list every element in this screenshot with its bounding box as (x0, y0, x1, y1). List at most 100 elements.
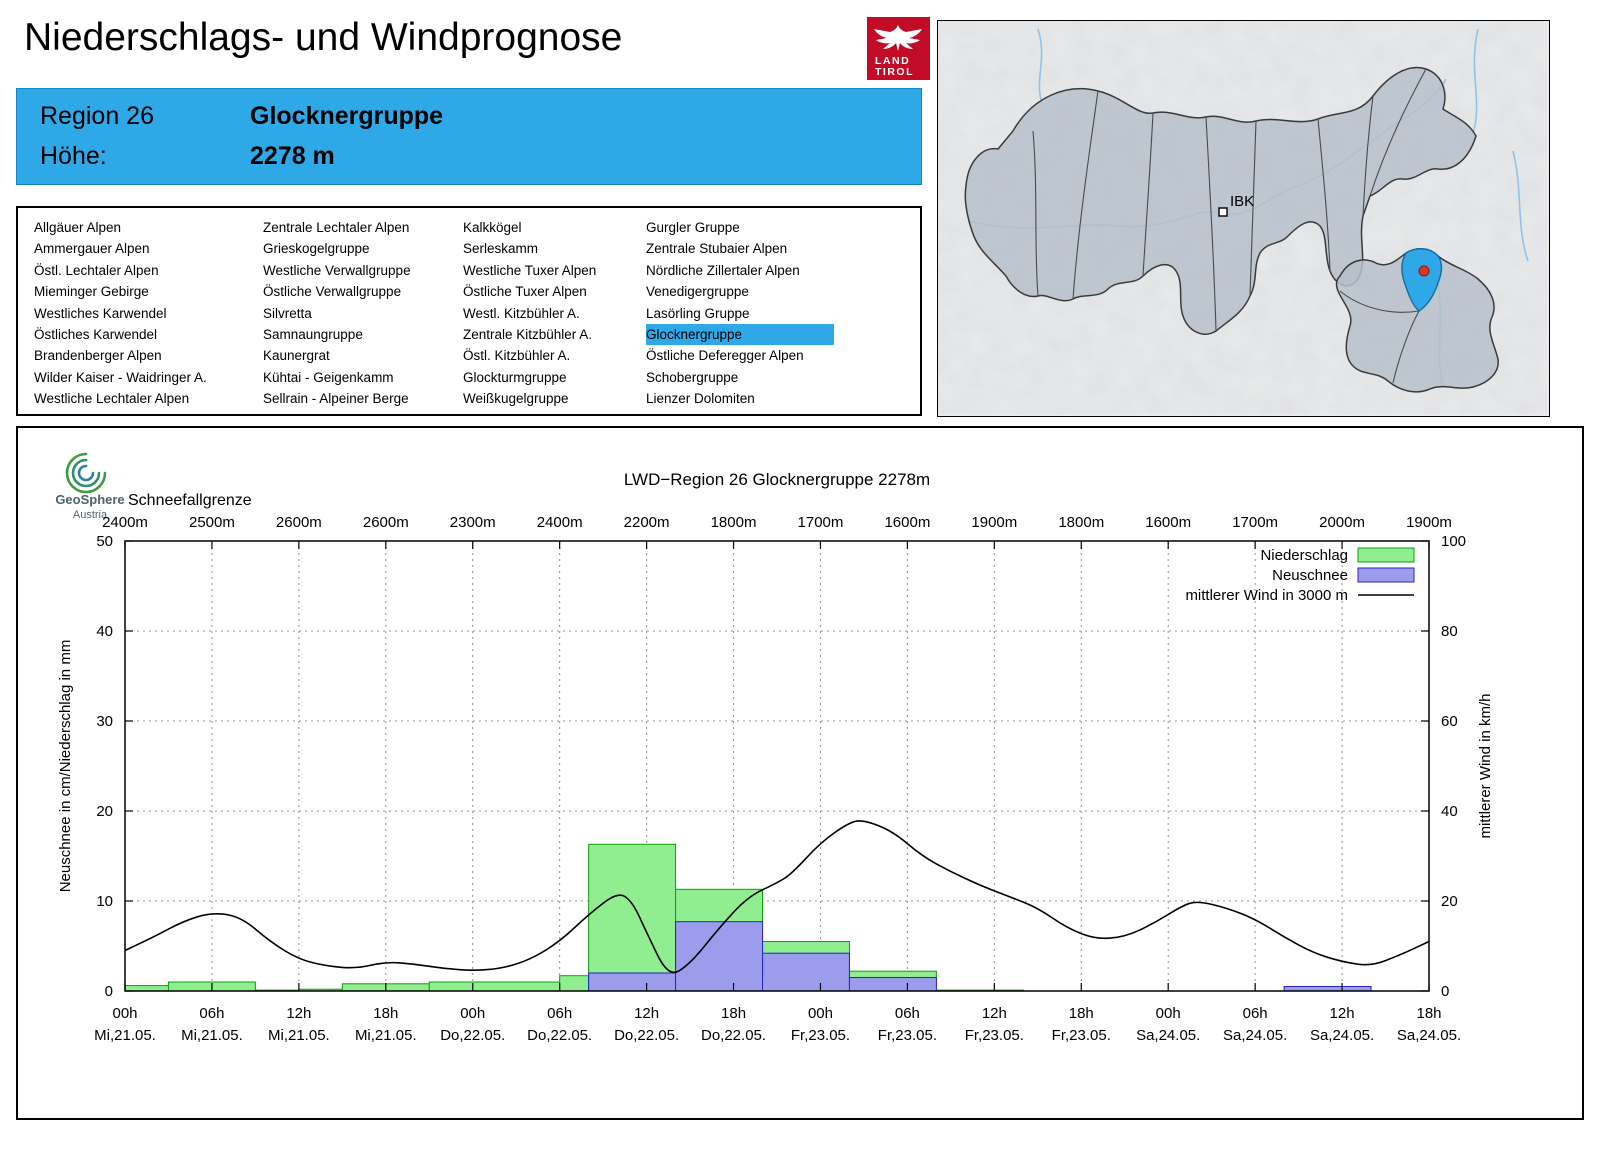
region-item[interactable]: Ammergauer Alpen (34, 241, 150, 257)
ibk-label: IBK (1230, 193, 1254, 210)
region-header: Region 26 Glocknergruppe Höhe: 2278 m (16, 88, 922, 185)
region-item[interactable]: Zentrale Kitzbühler A. (463, 327, 593, 343)
map-region-glocknergruppe-highlight[interactable] (1401, 248, 1443, 312)
axis-ticks (124, 540, 1430, 992)
region-item[interactable]: Schobergruppe (646, 369, 739, 385)
region-item[interactable]: Westliche Tuxer Alpen (463, 262, 597, 278)
niederschlag-bar (559, 975, 590, 992)
region-item[interactable]: Kalkkögel (463, 220, 522, 235)
y-right-tick-label: 80 (1441, 623, 1458, 640)
x-tick-time: 06h (547, 1005, 572, 1022)
x-tick-date: Do,22.05. (527, 1027, 592, 1044)
snowline-value: 2500m (189, 514, 235, 531)
niederschlag-bar (124, 985, 169, 992)
region-item[interactable]: Venedigergruppe (646, 284, 749, 300)
region-item[interactable]: Östl. Kitzbühler A. (463, 348, 571, 364)
snowline-value: 2600m (276, 514, 322, 531)
region-item[interactable]: Sellrain - Alpeiner Berge (263, 391, 409, 407)
altitude-value: 2278 m (250, 142, 335, 170)
region-item[interactable]: Weißkugelgruppe (463, 391, 569, 407)
x-tick-time: 18h (1416, 1005, 1441, 1022)
x-tick-date: Sa,24.05. (1397, 1027, 1461, 1044)
y-right-axis-label: mittlerer Wind in km/h (1477, 693, 1494, 838)
snowline-value: 1700m (1232, 514, 1278, 531)
wind-line (124, 820, 1430, 974)
region-item[interactable]: Westliche Verwallgruppe (263, 262, 411, 278)
region-column: Gurgler Gruppe Zentrale Stubaier Alpen Nör… (646, 217, 920, 410)
snowline-value: 2600m (363, 514, 409, 531)
x-tick-date: Fr,23.05. (878, 1027, 937, 1044)
region-item[interactable]: Grieskogelgruppe (263, 241, 370, 257)
region-label: Region 26 (40, 102, 154, 130)
x-tick-time: 18h (721, 1005, 746, 1022)
neuschnee-bars (588, 921, 1372, 992)
altitude-row: Höhe: 2278 m (40, 142, 900, 171)
region-columns: Allgäuer Alpen Ammergauer Alpen Östl. Lech… (34, 217, 920, 410)
region-item[interactable]: Kühtai - Geigenkamm (263, 369, 394, 385)
region-list: Allgäuer Alpen Ammergauer Alpen Östl. Lech… (16, 206, 922, 416)
geosphere-swirl-icon (65, 452, 107, 494)
legend-label: mittlerer Wind in 3000 m (1185, 587, 1348, 604)
chart-title: LWD−Region 26 Glocknergruppe 2278m (624, 470, 930, 489)
snowline-value: 2300m (450, 514, 496, 531)
region-item[interactable]: Serleskamm (463, 241, 539, 257)
niederschlag-bar (428, 981, 561, 992)
x-tick-date: Do,22.05. (701, 1027, 766, 1044)
snowline-value: 1900m (971, 514, 1017, 531)
region-item[interactable]: Allgäuer Alpen (34, 220, 122, 235)
region-item[interactable]: Mieminger Gebirge (34, 284, 149, 300)
snowline-label: Schneefallgrenze (128, 492, 252, 509)
niederschlag-bar (588, 843, 677, 992)
snowline-value: 1600m (884, 514, 930, 531)
region-item[interactable]: Silvretta (263, 305, 312, 321)
x-tick-date: Do,22.05. (614, 1027, 679, 1044)
logo-land-text: LAND (875, 55, 910, 67)
region-item[interactable]: Zentrale Lechtaler Alpen (263, 220, 410, 235)
x-tick-time: 00h (112, 1005, 137, 1022)
x-tick-time: 06h (1243, 1005, 1268, 1022)
chart-legend (1357, 547, 1415, 596)
region-item[interactable]: Westliches Karwendel (34, 305, 167, 321)
region-column: Allgäuer Alpen Ammergauer Alpen Östl. Lech… (34, 217, 263, 410)
region-item[interactable]: Östl. Lechtaler Alpen (34, 262, 159, 278)
region-item[interactable]: Wilder Kaiser - Waidringer A. (34, 369, 207, 385)
region-item[interactable]: Westliche Lechtaler Alpen (34, 391, 190, 407)
region-item[interactable]: Östliche Deferegger Alpen (646, 348, 804, 364)
x-tick-time: 00h (460, 1005, 485, 1022)
y-left-tick-label: 50 (96, 533, 113, 550)
region-item[interactable]: Gurgler Gruppe (646, 220, 740, 235)
region-item[interactable]: Lasörling Gruppe (646, 305, 750, 321)
forecast-chart-panel: GeoSphere Austria 0 10 20 30 40 50 0 20 40 60 80 10… (16, 426, 1584, 1120)
legend-swatch-box (1357, 567, 1415, 583)
region-item[interactable]: Lienzer Dolomiten (646, 391, 755, 407)
region-item[interactable]: Östliches Karwendel (34, 327, 158, 343)
region-item[interactable]: Glockturmgruppe (463, 369, 567, 385)
x-tick-date: Do,22.05. (440, 1027, 505, 1044)
snowline-value: 1700m (798, 514, 844, 531)
y-left-tick-label: 40 (96, 623, 113, 640)
region-row: Region 26 Glocknergruppe (40, 102, 900, 131)
plot-frame (124, 540, 1430, 992)
snowline-value: 1600m (1145, 514, 1191, 531)
page-title: Niederschlags- und Windprognose (24, 16, 623, 59)
x-tick-time: 06h (199, 1005, 224, 1022)
x-tick-time: 12h (982, 1005, 1007, 1022)
ibk-marker (1218, 207, 1228, 217)
region-item[interactable]: Westl. Kitzbühler A. (463, 305, 580, 321)
region-item[interactable]: Samnaungruppe (263, 327, 363, 343)
region-item[interactable]: Nördliche Zillertaler Alpen (646, 262, 800, 278)
tirol-eagle-icon: LAND TIROL (874, 25, 922, 78)
land-tirol-logo: LAND TIROL (867, 17, 930, 80)
region-item-selected[interactable]: Glocknergruppe (646, 324, 834, 346)
region-item[interactable]: Östliche Verwallgruppe (263, 284, 402, 300)
x-tick-time: 12h (634, 1005, 659, 1022)
region-item[interactable]: Kaunergrat (263, 348, 330, 364)
neuschnee-bar (848, 977, 937, 992)
y-right-tick-label: 100 (1441, 533, 1466, 550)
neuschnee-bar (675, 921, 764, 992)
region-item[interactable]: Brandenberger Alpen (34, 348, 162, 364)
y-left-tick-label: 30 (96, 713, 113, 730)
region-item[interactable]: Östliche Tuxer Alpen (463, 284, 587, 300)
region-item[interactable]: Zentrale Stubaier Alpen (646, 241, 788, 257)
x-tick-date: Sa,24.05. (1223, 1027, 1287, 1044)
